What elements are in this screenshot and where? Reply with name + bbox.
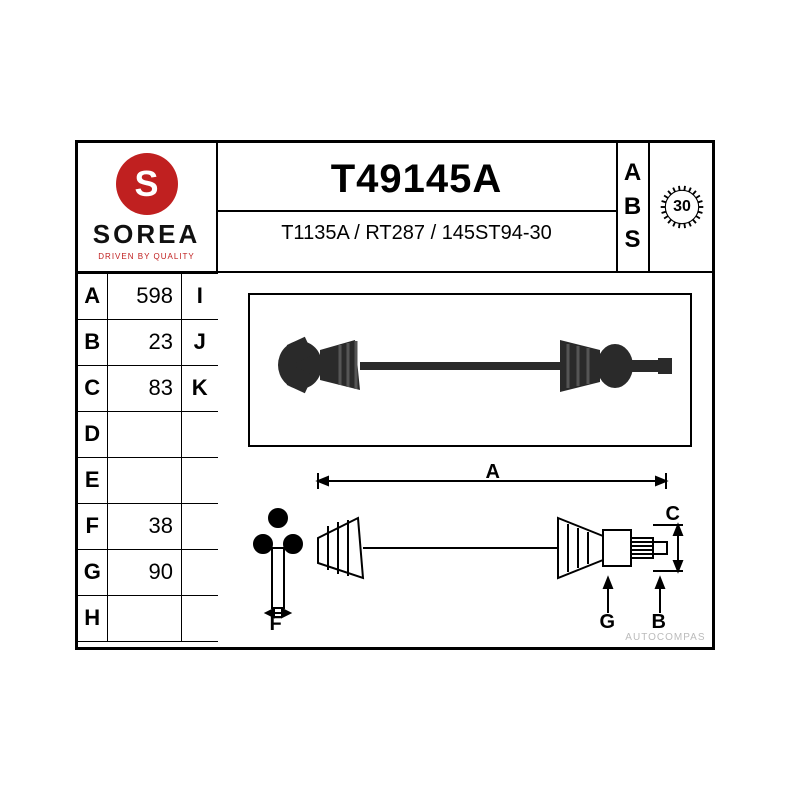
spec-label-secondary [182, 503, 218, 549]
cross-references: T1135A / RT287 / 145ST94-30 [218, 222, 616, 245]
spec-row: G90 [78, 549, 218, 595]
title-divider [218, 210, 616, 212]
spec-label: G [78, 549, 108, 595]
spec-value: 83 [108, 365, 182, 411]
spec-row: B23J [78, 319, 218, 365]
spec-row: C83K [78, 365, 218, 411]
diagram-area: A C F G B [218, 273, 712, 647]
spec-label: H [78, 595, 108, 641]
brand-tagline: DRIVEN BY QUALITY [98, 252, 194, 261]
spec-label-secondary [182, 411, 218, 457]
spec-value [108, 457, 182, 503]
dimension-schematic: A C F G B [248, 463, 688, 633]
brand-name: SOREA [93, 219, 200, 250]
spec-label: A [78, 273, 108, 319]
spec-row: A598I [78, 273, 218, 319]
abs-letter: B [624, 190, 641, 224]
spec-label-secondary [182, 457, 218, 503]
dim-label-b: B [652, 611, 666, 634]
spec-label: B [78, 319, 108, 365]
spec-sheet: S SOREA DRIVEN BY QUALITY T49145A T1135A… [75, 140, 715, 650]
abs-label-column: A B S [618, 143, 650, 273]
driveshaft-photo-icon [260, 310, 680, 430]
abs-gear-icon: 30 [657, 182, 707, 232]
watermark-text: AUTOCOMPAS [625, 632, 705, 643]
spec-row: D [78, 411, 218, 457]
spec-label-secondary [182, 549, 218, 595]
spec-label-secondary: J [182, 319, 218, 365]
spec-value: 598 [108, 273, 182, 319]
spec-value: 38 [108, 503, 182, 549]
spec-label: F [78, 503, 108, 549]
spec-value: 90 [108, 549, 182, 595]
part-number: T49145A [218, 157, 616, 202]
spec-label: C [78, 365, 108, 411]
spec-label: D [78, 411, 108, 457]
product-photo-frame [248, 293, 692, 447]
abs-gear-column: 30 [650, 143, 715, 273]
dim-label-f: F [270, 613, 282, 636]
abs-letter: A [624, 156, 641, 190]
dim-label-a: A [486, 461, 500, 484]
abs-letter: S [624, 223, 640, 257]
spec-value [108, 595, 182, 641]
spec-value: 23 [108, 319, 182, 365]
schematic-svg [248, 463, 688, 633]
spec-row: E [78, 457, 218, 503]
dim-label-c: C [666, 503, 680, 526]
spec-row: F38 [78, 503, 218, 549]
spec-label-secondary: I [182, 273, 218, 319]
dimension-table: A598IB23JC83KDEF38G90H [78, 273, 218, 642]
dim-label-g: G [600, 611, 616, 634]
abs-teeth-count: 30 [673, 198, 691, 216]
brand-glyph: S [134, 163, 158, 205]
title-box: T49145A T1135A / RT287 / 145ST94-30 [218, 143, 618, 273]
spec-label: E [78, 457, 108, 503]
brand-logo-circle: S [116, 153, 178, 215]
spec-label-secondary [182, 595, 218, 641]
spec-label-secondary: K [182, 365, 218, 411]
spec-row: H [78, 595, 218, 641]
spec-value [108, 411, 182, 457]
brand-logo-box: S SOREA DRIVEN BY QUALITY [78, 143, 218, 273]
